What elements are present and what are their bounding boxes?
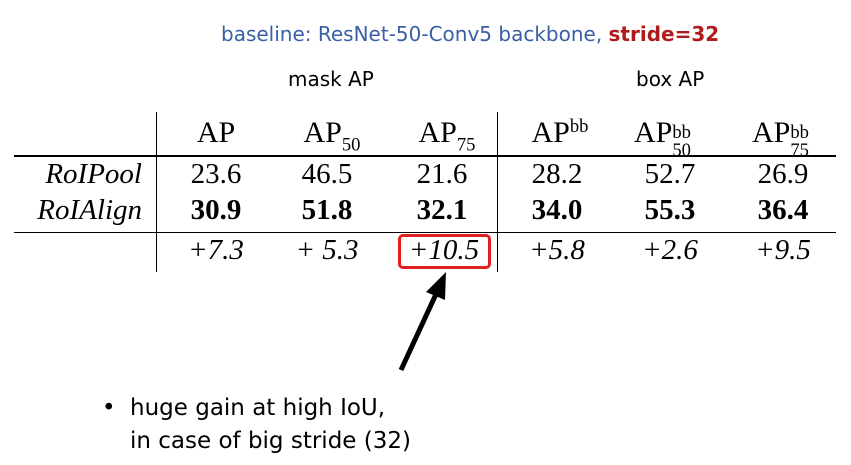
table-cell: 26.9 bbox=[757, 158, 809, 190]
table-cell: 23.6 bbox=[190, 158, 242, 190]
table-cell: 52.7 bbox=[644, 158, 696, 190]
table-cell: 30.9 bbox=[190, 194, 242, 226]
table-cell: 51.8 bbox=[301, 194, 353, 226]
header-ap: AP bbox=[196, 116, 236, 149]
gain-cell: +2.6 bbox=[642, 234, 698, 266]
label-divider bbox=[156, 112, 157, 272]
table-cell: 32.1 bbox=[416, 194, 468, 226]
header-ap50: AP50 bbox=[303, 116, 361, 156]
caption-baseline: baseline: ResNet-50-Conv5 backbone, bbox=[221, 22, 609, 46]
table-cell: 55.3 bbox=[644, 194, 696, 226]
table-cell: 28.2 bbox=[531, 158, 583, 190]
group-divider bbox=[497, 112, 498, 272]
header-apbb50: AP bb 50 bbox=[634, 116, 691, 161]
gain-cell: +7.3 bbox=[188, 234, 244, 266]
gain-cell: +9.5 bbox=[755, 234, 811, 266]
body-rule bbox=[14, 232, 836, 233]
row-label-roialign: RoIAlign bbox=[37, 194, 142, 226]
bullet-dot: • bbox=[102, 395, 116, 421]
group-label-mask: mask AP bbox=[288, 67, 374, 91]
table-cell: 34.0 bbox=[531, 194, 583, 226]
gain-cell: + 5.3 bbox=[295, 234, 359, 266]
gain-cell-highlighted: +10.5 bbox=[408, 234, 480, 266]
row-label-roipool: RoIPool bbox=[45, 158, 142, 190]
group-label-box: box AP bbox=[636, 67, 705, 91]
table-cell: 21.6 bbox=[416, 158, 468, 190]
table-cell: 46.5 bbox=[301, 158, 353, 190]
highlight-box bbox=[398, 234, 491, 269]
header-ap75: AP75 bbox=[418, 116, 476, 156]
gain-cell: +5.8 bbox=[529, 234, 585, 266]
table-cell: 36.4 bbox=[757, 194, 809, 226]
header-rule bbox=[14, 155, 836, 157]
bullet-line-2: in case of big stride (32) bbox=[130, 428, 411, 454]
bullet-line-1: huge gain at high IoU, bbox=[130, 395, 386, 421]
caption-stride: stride=32 bbox=[608, 22, 720, 46]
header-apbb75: AP bb 75 bbox=[752, 116, 809, 161]
header-apbb: APbb bbox=[531, 115, 589, 149]
